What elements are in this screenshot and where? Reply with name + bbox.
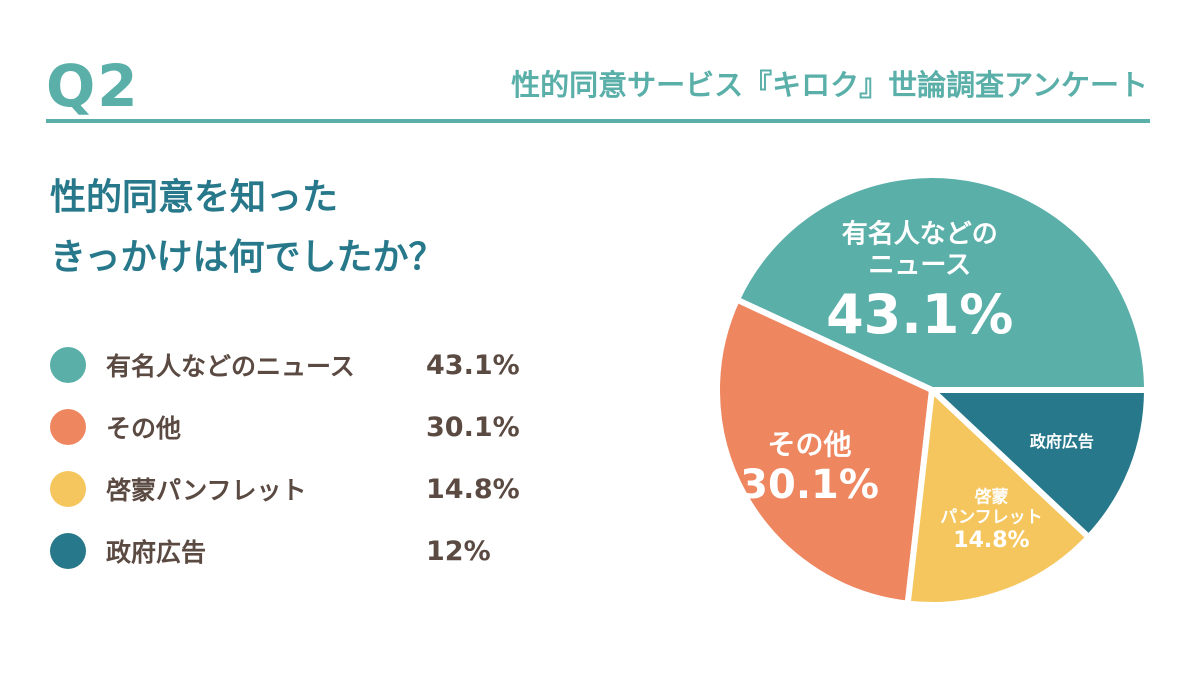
legend-swatch — [50, 533, 86, 569]
slice-value-label: 43.1% — [826, 283, 1013, 346]
legend-item: 啓蒙パンフレット 14.8% — [50, 458, 520, 520]
legend-label: 啓蒙パンフレット — [106, 476, 307, 505]
pie-slice — [714, 296, 935, 607]
legend-value: 43.1% — [426, 349, 520, 381]
legend: 有名人などのニュース 43.1% その他 30.1% 啓蒙パンフレット 14.8% 政府広告… — [50, 334, 520, 582]
pie-slice — [733, 172, 1150, 393]
legend-swatch — [50, 471, 86, 507]
header-divider — [46, 119, 1150, 123]
legend-item: 政府広告 12% — [50, 520, 520, 582]
pie-slice — [904, 387, 1092, 608]
legend-value: 14.8% — [426, 473, 520, 505]
legend-value: 12% — [426, 535, 491, 567]
slice-value-label: 30.1% — [740, 462, 879, 508]
legend-item: 有名人などのニュース 43.1% — [50, 334, 520, 396]
slice-label: 有名人などの — [842, 218, 998, 249]
question-text: 性的同意を知った きっかけは何でしたか？ — [50, 168, 445, 288]
slice-label: パンフレット — [940, 508, 1042, 528]
question-line-2: きっかけは何でしたか？ — [50, 237, 445, 278]
legend-swatch — [50, 409, 86, 445]
legend-label: 政府広告 — [106, 538, 207, 567]
slice-value-label: 14.8% — [953, 528, 1029, 553]
slice-label: 啓蒙 — [974, 486, 1008, 507]
legend-label: 有名人などのニュース — [106, 352, 355, 381]
slice-label: ニュース — [868, 251, 971, 281]
legend-item: その他 30.1% — [50, 396, 520, 458]
slice-label: その他 — [768, 428, 852, 461]
slice-label: 政府広告 — [1030, 432, 1094, 451]
legend-label: その他 — [106, 414, 182, 443]
question-line-1: 性的同意を知った — [50, 177, 339, 218]
pie-slice — [929, 387, 1150, 541]
survey-title: 性的同意サービス『キロク』世論調査アンケート — [511, 68, 1148, 102]
legend-value: 30.1% — [426, 411, 520, 443]
question-number: Q2 — [46, 52, 140, 120]
legend-swatch — [50, 347, 86, 383]
